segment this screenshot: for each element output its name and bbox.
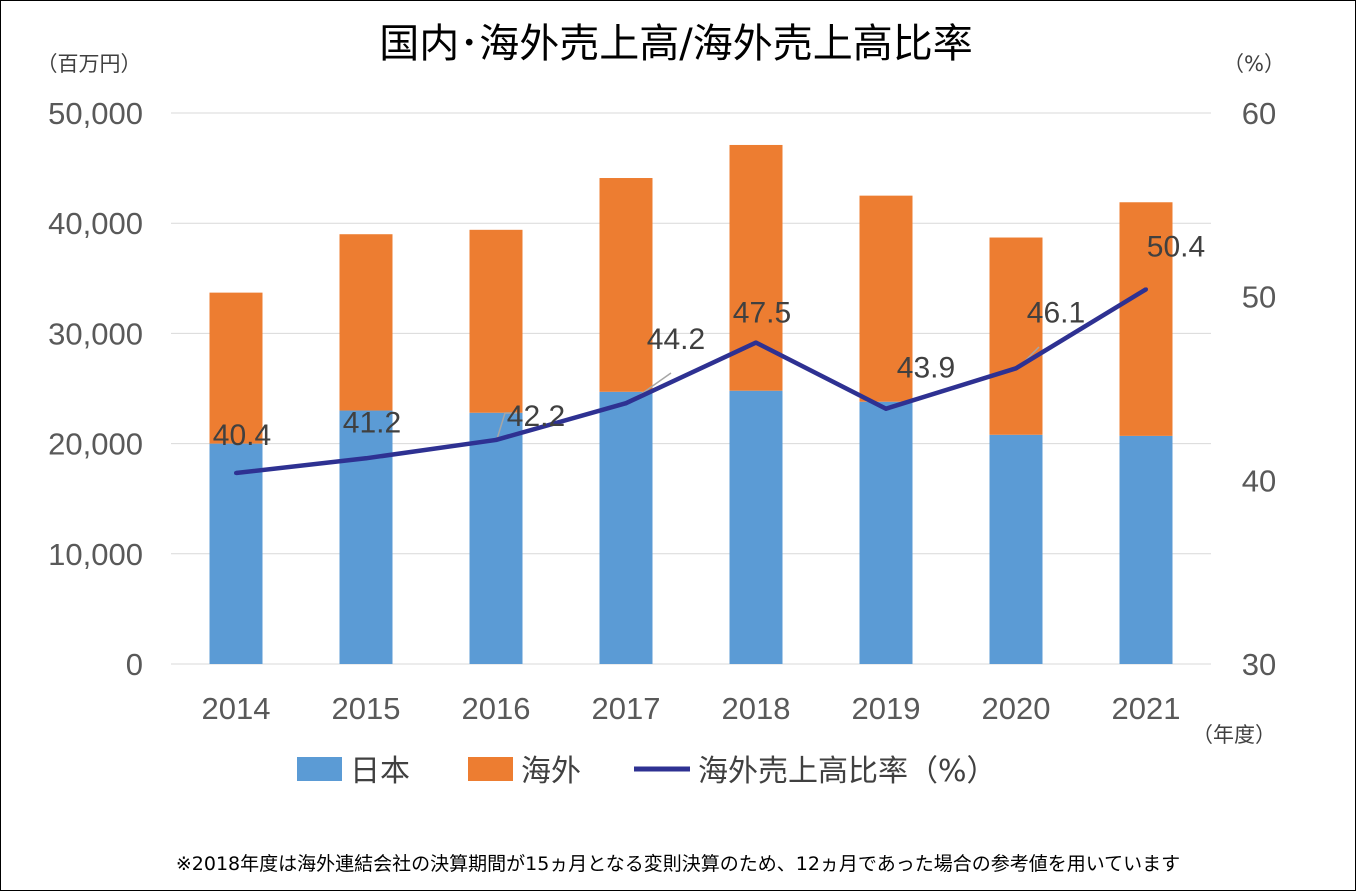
ratio-data-label: 40.4	[213, 419, 271, 452]
x-axis-tick: 2020	[982, 691, 1051, 726]
x-axis-tick: 2018	[722, 691, 791, 726]
ratio-point	[1144, 287, 1148, 292]
legend-item-japan-label: 日本	[350, 754, 410, 789]
ratio-point	[884, 406, 888, 411]
bar-japan	[729, 390, 783, 664]
ratio-data-label: 44.2	[647, 323, 705, 356]
bar-japan	[469, 412, 523, 664]
x-axis-tick: 2017	[592, 691, 661, 726]
bar-japan	[1119, 435, 1173, 664]
right-axis-tick: 60	[1242, 96, 1276, 131]
right-axis-tick: 30	[1242, 647, 1276, 682]
right-axis-tick: 40	[1242, 463, 1276, 498]
footnote: ※2018年度は海外連結会社の決算期間が15ヵ月となる変則決算のため、12ヵ月で…	[176, 853, 1180, 875]
ratio-point	[624, 401, 628, 406]
left-axis-tick: 40,000	[48, 206, 143, 241]
left-axis-tick: 20,000	[48, 427, 143, 462]
right-axis-tick: 50	[1242, 280, 1276, 315]
ratio-data-label: 42.2	[507, 400, 565, 433]
ratio-line	[235, 287, 1148, 476]
ratio-point	[364, 456, 368, 461]
left-axis-tick: 30,000	[48, 316, 143, 351]
bar-overseas	[469, 229, 523, 413]
bar-japan	[989, 434, 1043, 664]
ratio-data-label: 41.2	[343, 406, 401, 439]
left-axis-tick: 10,000	[48, 537, 143, 572]
ratio-data-label: 43.9	[897, 352, 955, 385]
bar-japan	[209, 443, 263, 664]
bar-overseas	[989, 237, 1043, 435]
x-axis-unit: （年度）	[1192, 723, 1276, 747]
ratio-data-label: 46.1	[1027, 296, 1085, 329]
chart-title: 国内･海外売上高/海外売上高比率	[379, 21, 972, 67]
legend-item-ratio-label: 海外売上高比率（%）	[698, 754, 997, 789]
x-axis-tick: 2015	[332, 691, 401, 726]
gridlines	[171, 112, 1211, 665]
label-leader-line	[496, 412, 517, 440]
axis-ticks: 0 10,000 20,000 30,000 40,000 50,000 30 40 50 60 2…	[48, 96, 1276, 726]
bar-japan	[339, 410, 393, 664]
ratio-data-label: 50.4	[1147, 230, 1205, 263]
ratio-data-label: 47.5	[733, 297, 791, 330]
bar-japan	[599, 391, 653, 664]
legend: 日本 海外 海外売上高比率（%）	[297, 754, 997, 789]
legend-item-japan-swatch	[297, 757, 342, 781]
x-axis-tick: 2021	[1112, 691, 1181, 726]
ratio-line-series	[234, 287, 1148, 476]
right-axis-unit: （%）	[1223, 52, 1285, 76]
bar-japan	[859, 401, 913, 664]
left-axis-tick: 0	[126, 647, 143, 682]
ratio-point	[754, 340, 758, 345]
x-axis-tick: 2019	[852, 691, 921, 726]
legend-item-overseas-label: 海外	[521, 754, 581, 789]
left-axis-tick: 50,000	[48, 96, 143, 131]
ratio-point	[1014, 366, 1018, 371]
left-axis-unit: （百万円）	[37, 52, 142, 76]
data-labels: 40.4 41.2 42.2 44.2 47.5 43.9 46.1 50.4	[213, 230, 1205, 452]
bar-series	[209, 144, 1173, 664]
bar-overseas	[1119, 202, 1173, 436]
legend-item-overseas-swatch	[468, 757, 513, 781]
bar-overseas	[859, 195, 913, 402]
bar-overseas	[599, 178, 653, 392]
ratio-point	[234, 470, 238, 475]
bar-overseas	[209, 292, 263, 444]
bar-overseas	[339, 234, 393, 411]
x-axis-tick: 2014	[202, 691, 271, 726]
ratio-point	[494, 437, 498, 442]
x-axis-tick: 2016	[462, 691, 531, 726]
